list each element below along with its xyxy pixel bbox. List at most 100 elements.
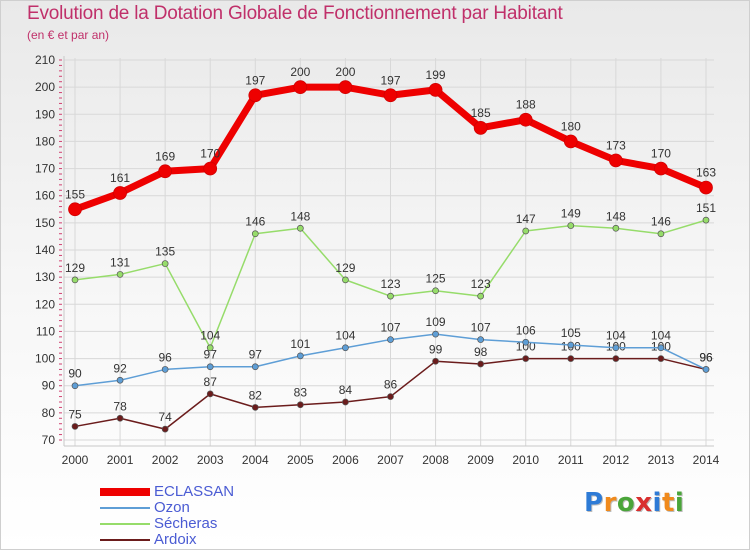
data-label-s-cheras: 148 [290, 209, 310, 223]
data-point-eclassan [518, 112, 533, 127]
data-label-ozon: 96 [158, 350, 172, 364]
data-point-ozon [702, 366, 710, 373]
x-tick-label: 2000 [62, 453, 89, 467]
x-tick-label: 2008 [422, 453, 449, 467]
series-s-cheras: 129 131 135 104 146 148 129 123 125 123 147 149 148 1… [65, 201, 716, 352]
data-label-s-cheras: 129 [65, 261, 85, 275]
data-label-eclassan: 200 [335, 65, 355, 79]
data-label-eclassan: 169 [155, 149, 175, 163]
legend-label: Sécheras [154, 515, 218, 532]
chart-title: Evolution de la Dotation Globale de Fonc… [27, 3, 563, 24]
data-label-ozon: 96 [699, 350, 713, 364]
y-tick-label: 110 [36, 324, 55, 338]
legend-item: Ozon [100, 500, 234, 516]
data-point-ozon [161, 366, 169, 373]
y-tick-label: 210 [35, 53, 55, 67]
data-point-eclassan [338, 80, 353, 94]
data-label-ozon: 106 [516, 323, 536, 337]
data-label-eclassan: 155 [65, 187, 85, 201]
data-point-ozon [116, 376, 124, 384]
data-point-s-cheras [477, 292, 484, 300]
series-ozon: 90 92 96 97 97 101 104 107 109 107 106 105 104 104 96 [68, 315, 713, 390]
data-label-s-cheras: 123 [380, 277, 400, 291]
data-point-s-cheras [297, 224, 304, 232]
data-point-eclassan [473, 121, 488, 135]
logo-letter: x [635, 488, 653, 518]
data-point-ardoix [612, 355, 620, 362]
data-point-s-cheras [251, 230, 259, 238]
data-point-s-cheras [161, 260, 169, 267]
data-point-ardoix [432, 357, 439, 365]
data-point-ardoix [522, 355, 530, 362]
logo-letter: P [584, 488, 604, 518]
data-label-ozon: 107 [380, 321, 400, 335]
data-point-ardoix [206, 390, 214, 398]
data-point-ozon [387, 336, 394, 343]
data-label-ardoix: 83 [294, 386, 308, 400]
data-point-eclassan [248, 88, 263, 103]
data-point-s-cheras [432, 287, 439, 295]
data-label-ozon: 104 [651, 329, 671, 343]
x-tick-label: 2005 [287, 453, 314, 467]
data-label-eclassan: 163 [696, 166, 716, 180]
legend-swatch [100, 507, 150, 509]
data-point-ardoix [251, 404, 259, 411]
data-label-eclassan: 170 [651, 147, 671, 161]
data-label-ardoix: 78 [113, 399, 127, 413]
data-label-eclassan: 188 [516, 98, 536, 112]
data-point-ozon [567, 341, 575, 349]
x-tick-label: 2007 [377, 453, 404, 467]
data-point-s-cheras [522, 227, 530, 235]
y-tick-label: 120 [35, 297, 55, 311]
y-tick-label: 100 [35, 352, 55, 366]
data-point-ozon [297, 352, 304, 360]
data-point-eclassan [203, 161, 218, 176]
data-label-s-cheras: 129 [335, 261, 355, 275]
data-label-ardoix: 74 [158, 410, 172, 424]
data-label-ardoix: 96 [699, 350, 713, 364]
x-tick-label: 2010 [512, 453, 539, 467]
y-tick-label: 180 [35, 134, 55, 148]
data-label-ardoix: 84 [339, 383, 353, 397]
data-point-ozon [206, 363, 214, 371]
x-tick-label: 2009 [467, 453, 494, 467]
data-label-ozon: 105 [561, 326, 581, 340]
data-label-ardoix: 87 [204, 375, 218, 389]
y-tick-label: 90 [42, 379, 56, 393]
x-tick-label: 2003 [197, 453, 224, 467]
y-tick-label: 140 [35, 243, 55, 257]
data-point-eclassan [68, 202, 82, 217]
data-point-s-cheras [612, 224, 620, 232]
data-label-ozon: 107 [471, 321, 491, 335]
data-point-s-cheras [342, 276, 349, 284]
data-label-s-cheras: 149 [561, 207, 581, 221]
data-point-ozon [612, 344, 620, 352]
chart-subtitle: (en € et par an) [27, 28, 110, 42]
data-point-eclassan [699, 180, 713, 195]
legend-label: Ardoix [154, 531, 197, 548]
data-label-ozon: 90 [68, 367, 82, 381]
data-point-eclassan [293, 80, 308, 94]
data-point-s-cheras [206, 344, 214, 352]
data-label-s-cheras: 125 [426, 272, 446, 286]
legend-item: Ardoix [100, 532, 234, 548]
data-label-eclassan: 173 [606, 138, 626, 152]
data-label-ozon: 97 [249, 348, 263, 362]
data-label-ardoix: 99 [429, 342, 443, 356]
data-point-ardoix [342, 398, 349, 406]
data-label-s-cheras: 146 [651, 215, 671, 229]
data-point-s-cheras [702, 216, 710, 224]
data-label-s-cheras: 147 [516, 212, 536, 226]
data-point-ozon [477, 336, 484, 343]
legend-item: Sécheras [100, 516, 234, 532]
data-point-eclassan [428, 83, 443, 97]
data-label-eclassan: 199 [426, 68, 446, 82]
data-label-eclassan: 185 [471, 106, 491, 120]
x-tick-label: 2001 [107, 453, 134, 467]
y-tick-label: 160 [35, 189, 55, 203]
data-label-ardoix: 98 [474, 345, 488, 359]
logo-letter: i [674, 488, 685, 518]
data-label-ozon: 104 [606, 329, 626, 343]
data-label-ozon: 104 [335, 329, 355, 343]
